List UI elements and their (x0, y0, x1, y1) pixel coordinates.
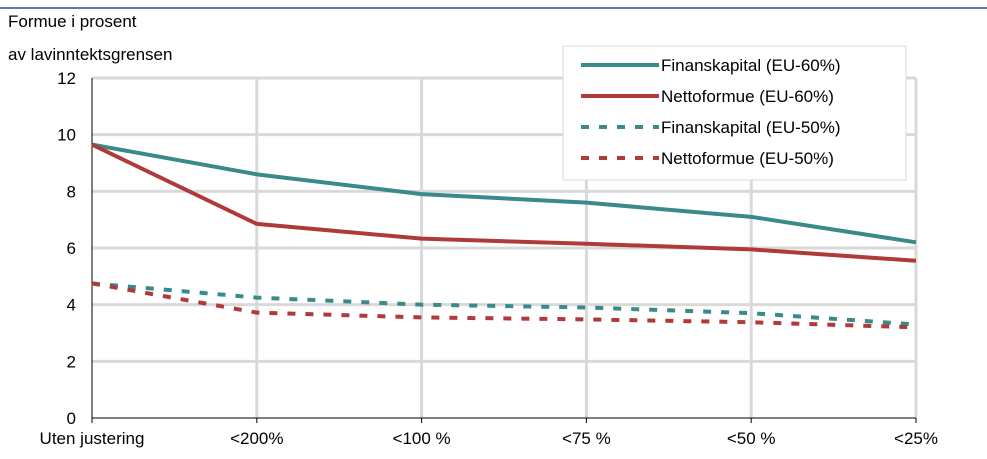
x-tick-label: <100 % (393, 429, 451, 448)
axes: 0 2 4 6 8 10 12 Uten justering <200% <100 % <75 % <… (40, 69, 938, 448)
y-tick-label: 0 (67, 409, 76, 428)
legend-label: Nettoformue (EU-60%) (661, 87, 834, 106)
x-tick-label: <75 % (562, 429, 611, 448)
legend-label: Nettoformue (EU-50%) (661, 149, 834, 168)
series-line-1 (91, 142, 917, 245)
y-axis-label-line-1: Formue i prosent (8, 12, 137, 31)
x-tick-label: <200% (230, 429, 283, 448)
series-line-2 (91, 142, 917, 263)
y-tick-label: 8 (67, 182, 76, 201)
y-tick-label: 6 (67, 239, 76, 258)
y-tick-label: 2 (67, 352, 76, 371)
x-tick-label: <50 % (727, 429, 776, 448)
legend-label: Finanskapital (EU-50%) (661, 118, 841, 137)
legend: Finanskapital (EU-60%) Nettoformue (EU-60… (562, 45, 907, 181)
y-tick-label: 4 (67, 296, 76, 315)
legend-label: Finanskapital (EU-60%) (661, 56, 841, 75)
x-tick-label: <25% (894, 429, 938, 448)
series-lines (91, 142, 917, 330)
y-tick-label: 10 (57, 126, 76, 145)
series-line-4 (91, 281, 917, 330)
series-line-3 (91, 281, 917, 327)
y-tick-label: 12 (57, 69, 76, 88)
y-axis-label-line-2: av lavinntektsgrensen (8, 45, 172, 64)
x-tick-label: Uten justering (40, 429, 145, 448)
